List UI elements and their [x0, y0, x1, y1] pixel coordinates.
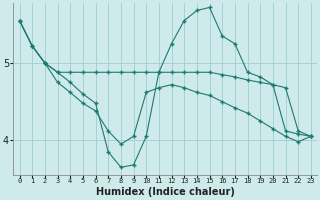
X-axis label: Humidex (Indice chaleur): Humidex (Indice chaleur): [96, 187, 235, 197]
